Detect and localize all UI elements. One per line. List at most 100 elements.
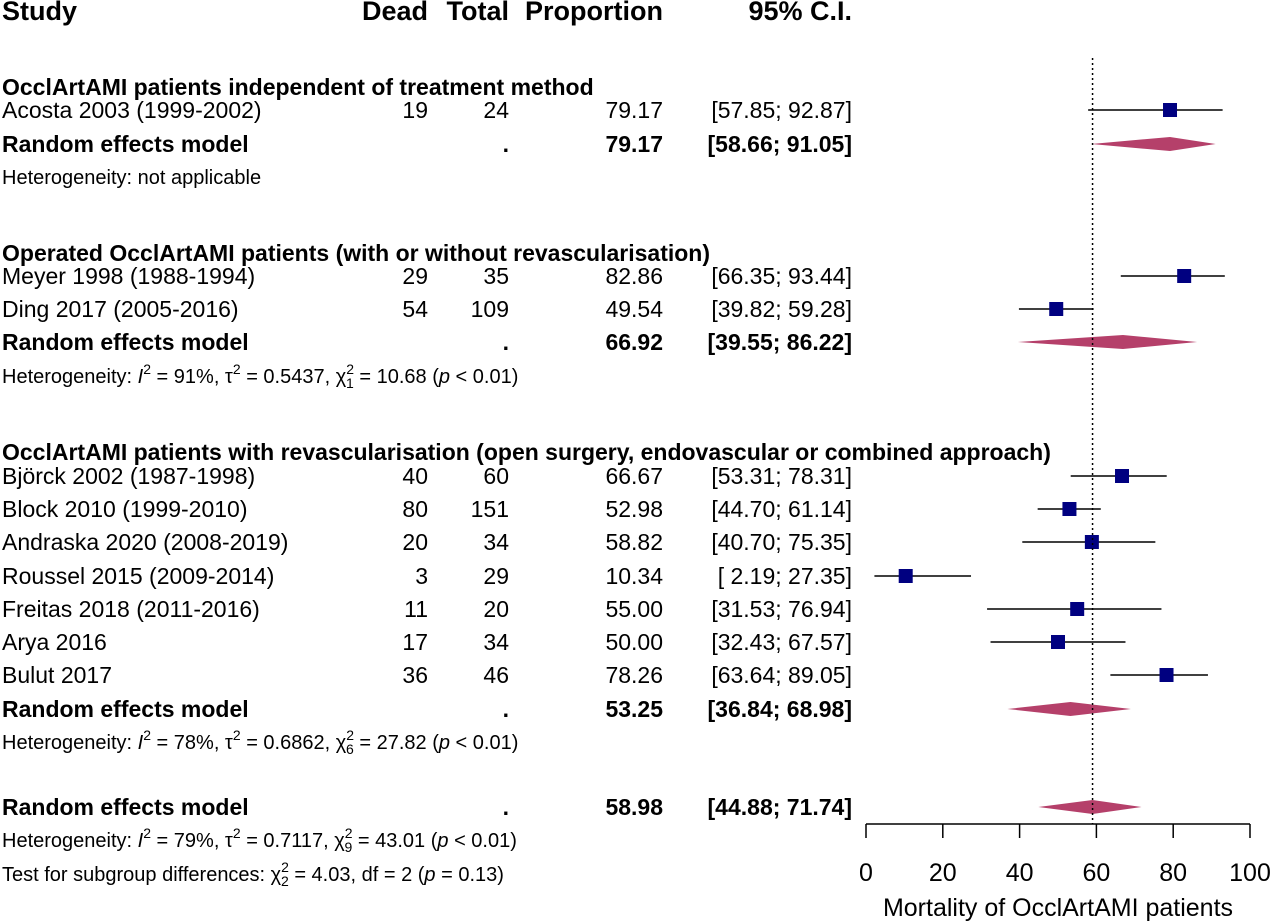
study-label: Freitas 2018 (2011-2016) bbox=[2, 596, 260, 622]
total-count: 29 bbox=[483, 563, 509, 589]
subgroup-title: Operated OcclArtAMI patients (with or wi… bbox=[2, 240, 710, 266]
total-count: . bbox=[503, 696, 509, 722]
heterogeneity-part: = 10.68 ( bbox=[354, 366, 439, 388]
effect-square bbox=[1084, 535, 1099, 549]
heterogeneity-part: 6 bbox=[346, 741, 354, 757]
pooled-row: Random effects model. 53.25 [36.84; 68.98] bbox=[2, 696, 1131, 722]
study-label: Björck 2002 (1987-1998) bbox=[2, 463, 255, 489]
heterogeneity-part: 2 bbox=[281, 873, 289, 889]
tick-label: 80 bbox=[1159, 859, 1187, 887]
ci-value: [40.70; 75.35] bbox=[711, 529, 852, 555]
subgroup-test-text: Test for subgroup differences: χ2 2 = 4.0… bbox=[2, 859, 504, 889]
ci-value: [66.35; 93.44] bbox=[711, 263, 852, 289]
column-header: Study bbox=[2, 0, 77, 26]
study-label: Roussel 2015 (2009-2014) bbox=[2, 563, 274, 589]
heterogeneity-part: 2 bbox=[233, 727, 241, 743]
dead-count: 17 bbox=[402, 629, 428, 655]
proportion-value: 50.00 bbox=[605, 629, 663, 655]
study-label: Ding 2017 (2005-2016) bbox=[2, 296, 239, 322]
effect-square bbox=[1177, 269, 1192, 283]
heterogeneity-part: 1 bbox=[346, 375, 354, 391]
study-label: Random effects model bbox=[2, 696, 249, 722]
tick-label: 0 bbox=[859, 859, 873, 887]
pooled-diamond bbox=[1007, 702, 1131, 716]
study-row: Freitas 2018 (2011-2016) 11 20 55.00 [31.53;… bbox=[2, 596, 1162, 622]
column-header: Total bbox=[447, 0, 510, 26]
subgroup-title: OcclArtAMI patients independent of treat… bbox=[2, 74, 594, 100]
ci-value: [36.84; 68.98] bbox=[708, 696, 852, 722]
ci-value: [53.31; 78.31] bbox=[711, 463, 852, 489]
column-header: Dead bbox=[362, 0, 428, 26]
ci-value: [44.88; 71.74] bbox=[708, 794, 852, 820]
heterogeneity-part: = 4.03, df = 2 ( bbox=[289, 864, 425, 886]
heterogeneity-text: Heterogeneity: I2 = 91%, τ2 = 0.5437, χ2… bbox=[2, 361, 518, 391]
study-label: Random effects model bbox=[2, 131, 249, 157]
ci-value: [57.85; 92.87] bbox=[711, 97, 852, 123]
total-count: 109 bbox=[471, 296, 509, 322]
heterogeneity-part: < 0.01) bbox=[450, 366, 518, 388]
pooled-diamond bbox=[1038, 800, 1142, 814]
heterogeneity-text: Heterogeneity: not applicable bbox=[2, 167, 261, 189]
proportion-value: 66.67 bbox=[605, 463, 663, 489]
heterogeneity-part: Heterogeneity: bbox=[2, 366, 138, 388]
pooled-row: Random effects model. 66.92 [39.55; 86.22] bbox=[2, 329, 1198, 355]
total-count: . bbox=[503, 794, 509, 820]
heterogeneity-part: Heterogeneity: bbox=[2, 830, 138, 852]
proportion-value: 79.17 bbox=[605, 131, 663, 157]
heterogeneity-part: 2 bbox=[346, 361, 354, 377]
heterogeneity-part: < 0.01) bbox=[449, 830, 517, 852]
proportion-value: 49.54 bbox=[605, 296, 663, 322]
effect-square bbox=[1070, 602, 1085, 616]
study-label: Andraska 2020 (2008-2019) bbox=[2, 529, 288, 555]
study-label: Acosta 2003 (1999-2002) bbox=[2, 97, 262, 123]
ci-value: [39.55; 86.22] bbox=[708, 329, 852, 355]
study-label: Random effects model bbox=[2, 329, 249, 355]
proportion-value: 10.34 bbox=[605, 563, 663, 589]
heterogeneity-part: = 0.13) bbox=[436, 864, 504, 886]
dead-count: 3 bbox=[415, 563, 428, 589]
proportion-value: 66.92 bbox=[605, 329, 663, 355]
heterogeneity-part: 2 bbox=[346, 727, 354, 743]
ci-value: [63.64; 89.05] bbox=[711, 662, 852, 688]
effect-square bbox=[1062, 502, 1077, 516]
tick-label: 40 bbox=[1006, 859, 1034, 887]
study-row: Björck 2002 (1987-1998) 40 60 66.67 [53.31; … bbox=[2, 463, 1167, 489]
heterogeneity-part: = 27.82 ( bbox=[354, 732, 439, 754]
study-row: Roussel 2015 (2009-2014) 3 29 10.34 [ 2.19; … bbox=[2, 563, 972, 589]
total-count: 60 bbox=[483, 463, 509, 489]
dead-count: 29 bbox=[402, 263, 428, 289]
proportion-value: 53.25 bbox=[605, 696, 663, 722]
proportion-value: 58.98 bbox=[605, 794, 663, 820]
proportion-value: 78.26 bbox=[605, 662, 663, 688]
total-count: 35 bbox=[483, 263, 509, 289]
proportion-value: 79.17 bbox=[605, 97, 663, 123]
heterogeneity-part: 2 bbox=[281, 859, 289, 875]
heterogeneity-part: p bbox=[438, 732, 450, 754]
heterogeneity-part: = 0.5437, χ bbox=[241, 366, 347, 388]
heterogeneity-part: 2 bbox=[345, 825, 353, 841]
pooled-diamond bbox=[1091, 137, 1216, 151]
proportion-value: 55.00 bbox=[605, 596, 663, 622]
ci-value: [58.66; 91.05] bbox=[708, 131, 852, 157]
heterogeneity-part: 2 bbox=[143, 727, 151, 743]
total-count: 151 bbox=[471, 496, 509, 522]
dead-count: 11 bbox=[404, 596, 428, 622]
heterogeneity-part: p bbox=[423, 864, 435, 886]
ci-value: [39.82; 59.28] bbox=[711, 296, 852, 322]
study-row: Ding 2017 (2005-2016) 54 109 49.54 [39.82; 5… bbox=[2, 296, 1094, 322]
heterogeneity-part: 9 bbox=[345, 839, 353, 855]
x-axis-label: Mortality of OcclArtAMI patients bbox=[883, 894, 1233, 922]
dead-count: 40 bbox=[402, 463, 428, 489]
proportion-value: 82.86 bbox=[605, 263, 663, 289]
total-count: 24 bbox=[483, 97, 509, 123]
x-axis: 0 20 40 60 80 100 Mortality of OcclArtAMI pati… bbox=[859, 58, 1271, 922]
total-count: . bbox=[503, 131, 509, 157]
tick-label: 100 bbox=[1229, 859, 1271, 887]
study-label: Random effects model bbox=[2, 794, 249, 820]
heterogeneity-part: I bbox=[138, 732, 144, 754]
heterogeneity-part: Heterogeneity: not applicable bbox=[2, 167, 261, 189]
total-count: 34 bbox=[483, 629, 509, 655]
heterogeneity-part: = 0.7117, χ bbox=[241, 830, 346, 852]
study-label: Meyer 1998 (1988-1994) bbox=[2, 263, 255, 289]
